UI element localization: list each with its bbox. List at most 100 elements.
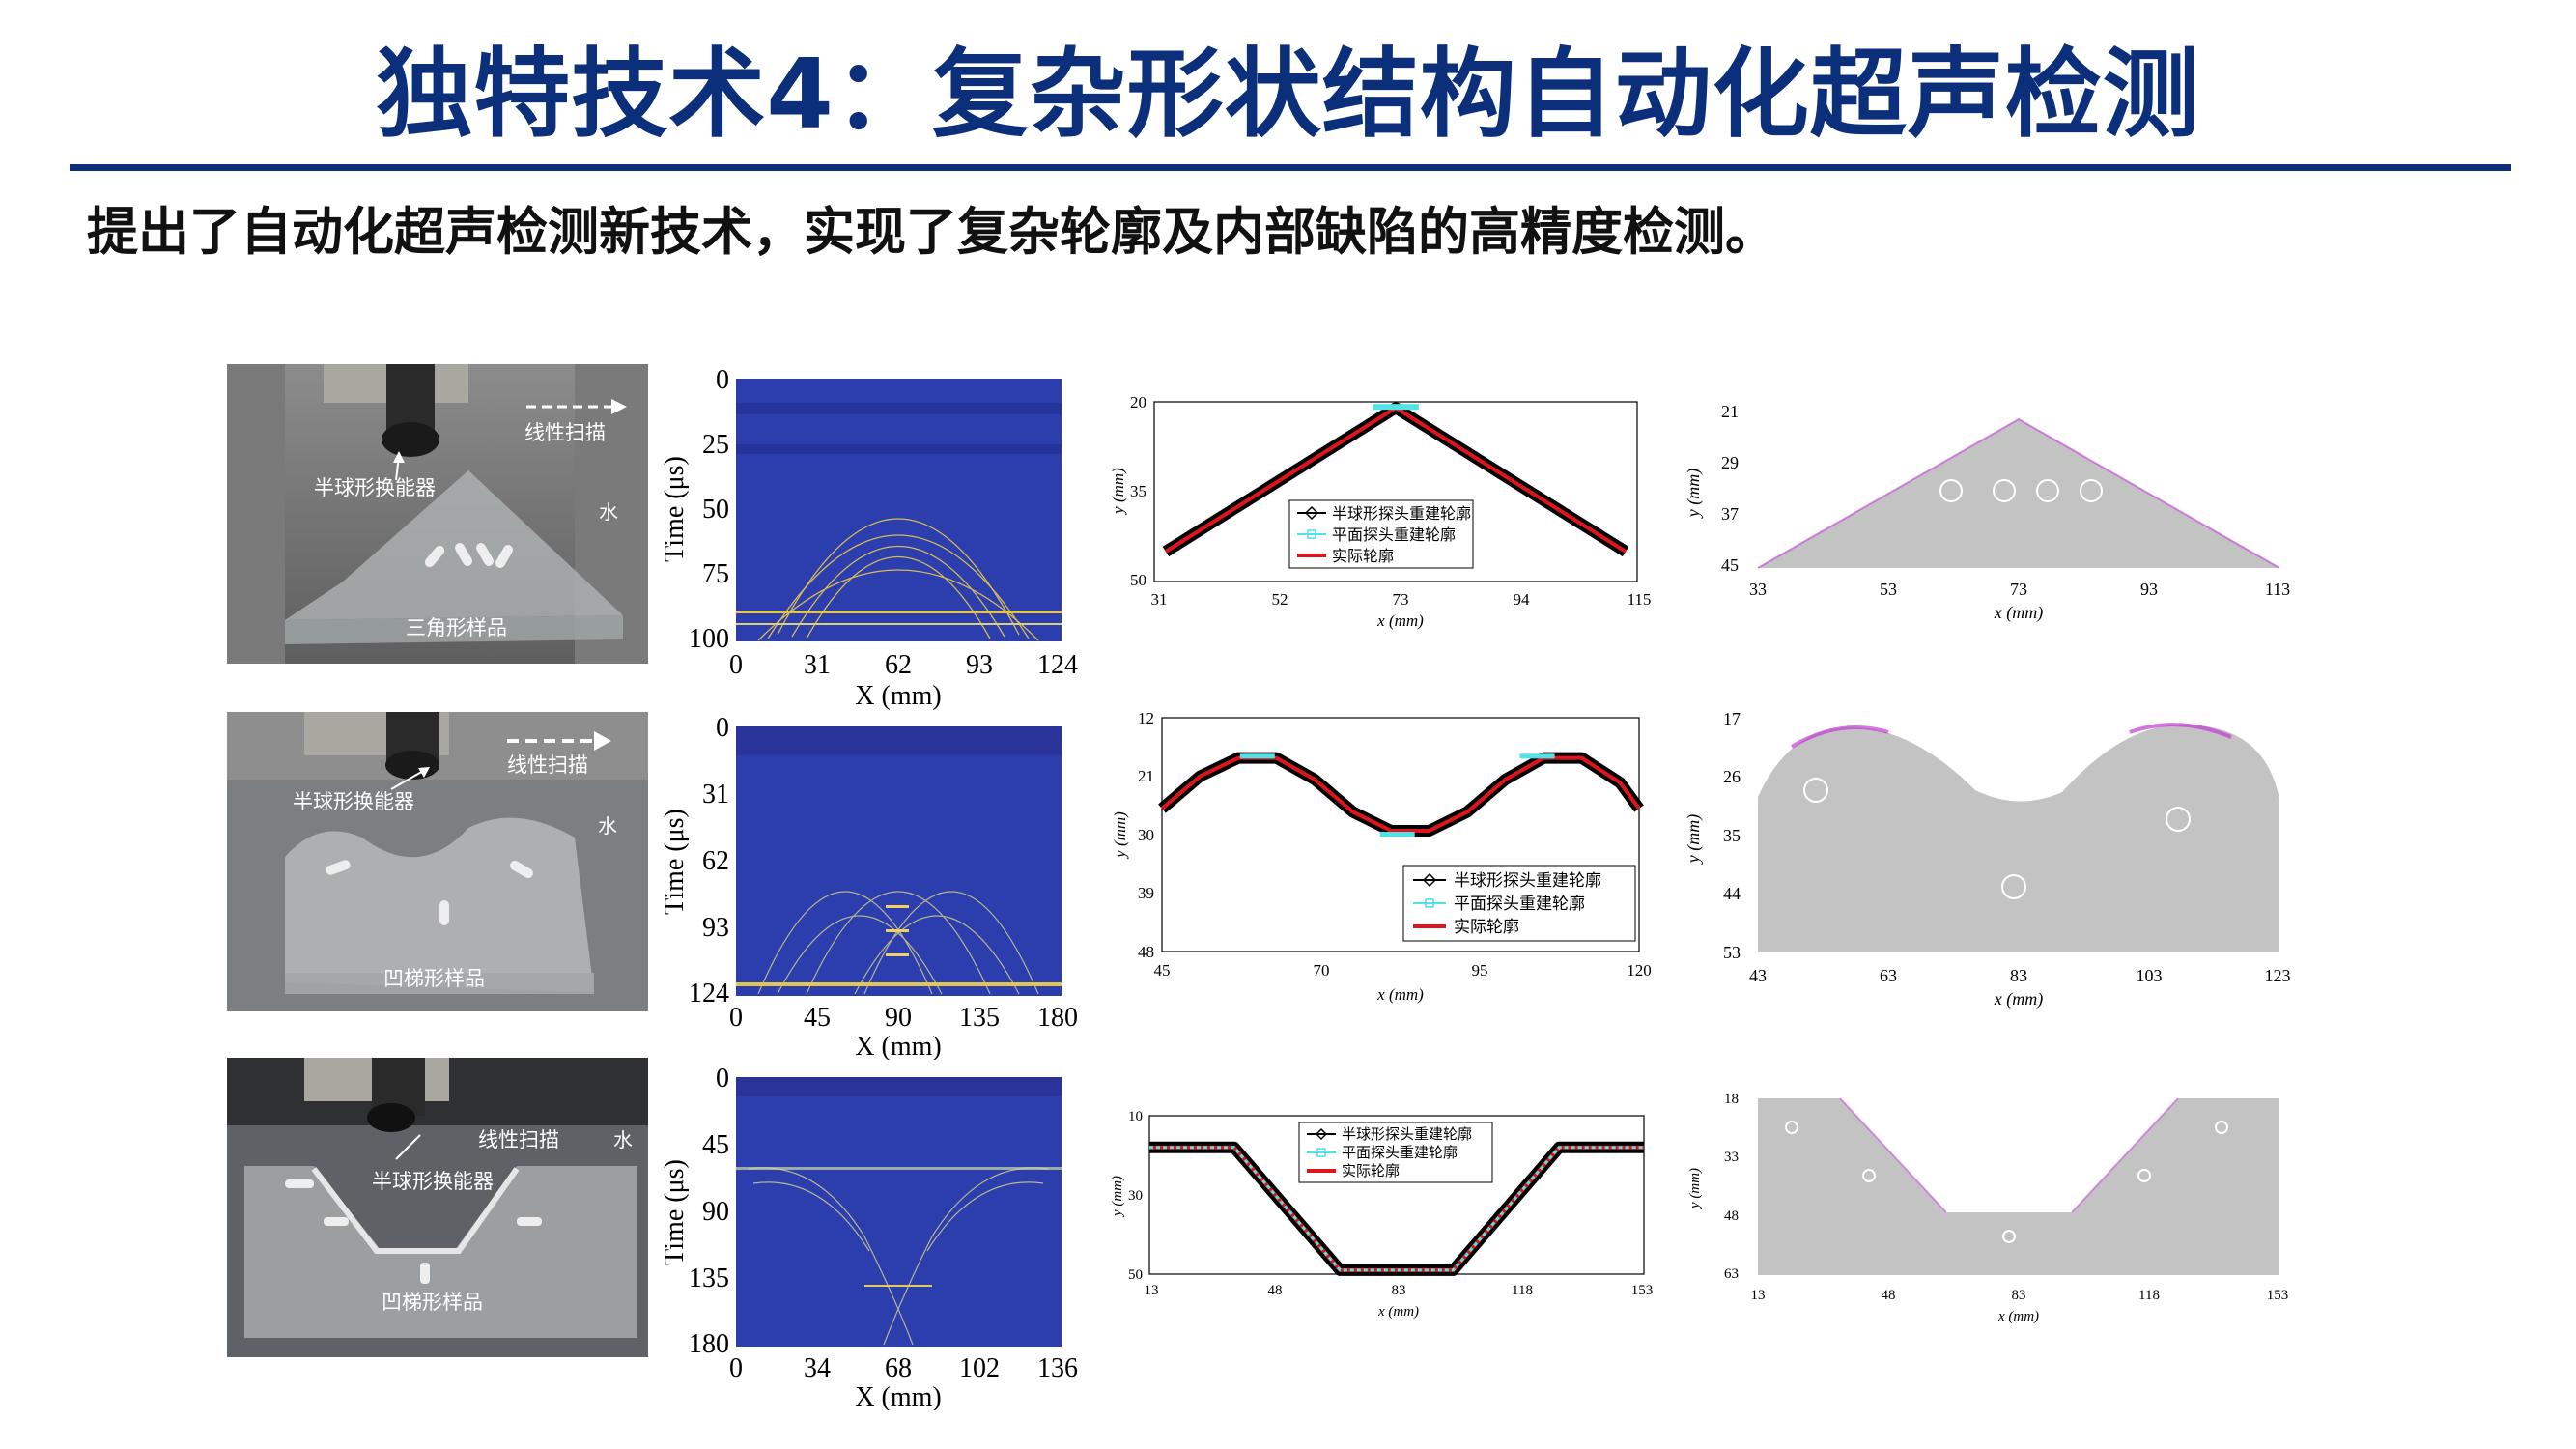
y-tick: 33 (1724, 1150, 1739, 1165)
y-tick: 124 (689, 979, 729, 1009)
y-tick: 0 (716, 1064, 729, 1094)
y-tick: 50 (1130, 571, 1146, 589)
series-mark-planar (1239, 753, 1275, 759)
y-tick: 63 (1724, 1266, 1739, 1282)
y-tick: 30 (1138, 826, 1154, 844)
sample-label: 凹梯形样品 (383, 967, 485, 990)
x-tick: 45 (1154, 961, 1171, 980)
water-label: 水 (599, 500, 618, 524)
y-tick: 20 (1130, 393, 1146, 412)
legend: 半球形探头重建轮廓 平面探头重建轮廓 实际轮廓 (1402, 865, 1636, 942)
x-tick: 180 (1037, 1003, 1078, 1033)
y-tick: 53 (1723, 943, 1741, 962)
legend-label: 半球形探头重建轮廓 (1342, 1126, 1472, 1143)
probe-label: 半球形换能器 (372, 1170, 494, 1193)
probe-label: 半球形换能器 (314, 476, 436, 499)
legend-label: 平面探头重建轮廓 (1332, 526, 1456, 544)
trapezoid-sample-photo: 线性扫描 半球形换能器 水 凹梯形样品 (227, 1058, 648, 1357)
x-tick: 135 (959, 1003, 1000, 1033)
y-tick: 50 (702, 495, 729, 525)
legend-label: 平面探头重建轮廓 (1342, 1145, 1458, 1161)
y-tick: 30 (1128, 1188, 1143, 1204)
legend-label: 实际轮廓 (1332, 548, 1394, 565)
x-tick: 43 (1749, 966, 1767, 985)
y-tick: 100 (689, 624, 729, 654)
y-tick: 0 (716, 365, 729, 395)
x-tick: 73 (2010, 580, 2027, 599)
x-tick: 48 (1882, 1288, 1896, 1303)
x-axis-label: x (mm) (1377, 1304, 1419, 1320)
x-tick: 113 (2265, 580, 2290, 599)
x-tick: 83 (1392, 1283, 1406, 1298)
x-tick: 93 (966, 650, 993, 680)
y-tick: 93 (702, 913, 729, 943)
legend-label: 实际轮廓 (1342, 1163, 1400, 1179)
y-tick: 29 (1721, 453, 1739, 472)
y-tick: 50 (1128, 1267, 1143, 1283)
legend: 半球形探头重建轮廓 平面探头重建轮廓 实际轮廓 (1288, 499, 1474, 569)
y-tick: 31 (702, 780, 729, 810)
series-mark-planar (1373, 404, 1419, 411)
y-tick: 18 (1724, 1092, 1739, 1107)
x-tick: 90 (885, 1003, 912, 1033)
y-axis-label: Time (μs) (662, 1159, 690, 1265)
x-tick: 73 (1393, 590, 1409, 609)
y-axis-label: y (mm) (1109, 468, 1127, 516)
slide-subtitle: 提出了自动化超声检测新技术，实现了复杂轮廓及内部缺陷的高精度检测。 (87, 203, 1776, 262)
x-tick: 53 (1880, 580, 1897, 599)
y-tick: 21 (1721, 402, 1739, 421)
concave-sample-photo: 线性扫描 半球形换能器 水 凹梯形样品 (227, 712, 648, 1011)
x-tick: 68 (885, 1353, 912, 1383)
y-tick: 45 (702, 1130, 729, 1160)
x-tick: 124 (1037, 650, 1078, 680)
x-tick: 33 (1749, 580, 1767, 599)
scan-label: 线性扫描 (507, 753, 588, 777)
x-tick: 83 (2012, 1288, 2026, 1303)
profile-chart-2: 12 21 30 39 48 45 70 95 120 x (mm) y (mm… (1106, 703, 1666, 1016)
x-tick: 0 (729, 1353, 743, 1383)
legend-label: 平面探头重建轮廓 (1454, 895, 1585, 913)
y-tick: 21 (1138, 767, 1154, 785)
x-tick: 115 (1628, 590, 1652, 609)
legend: 半球形探头重建轮廓 平面探头重建轮廓 实际轮廓 (1298, 1122, 1493, 1183)
x-tick: 31 (1151, 590, 1168, 609)
x-axis-label: X (mm) (855, 1382, 941, 1410)
legend-label: 半球形探头重建轮廓 (1454, 871, 1601, 890)
x-tick: 34 (804, 1353, 831, 1383)
water-label: 水 (598, 814, 617, 838)
y-tick: 48 (1138, 943, 1154, 961)
y-tick: 62 (702, 846, 729, 876)
y-tick: 180 (689, 1329, 729, 1359)
y-tick: 45 (1721, 555, 1739, 575)
x-tick: 45 (804, 1003, 831, 1033)
y-tick: 75 (702, 559, 729, 589)
x-tick: 83 (2010, 966, 2027, 985)
series-mark-planar (1379, 832, 1415, 837)
y-tick: 25 (702, 430, 729, 460)
x-axis-label: x (mm) (1994, 989, 2043, 1009)
x-tick: 52 (1272, 590, 1288, 609)
x-axis-label: X (mm) (855, 681, 941, 711)
probe-label: 半球形换能器 (293, 790, 414, 813)
x-tick: 13 (1145, 1283, 1159, 1298)
y-tick: 135 (689, 1264, 729, 1293)
x-tick: 31 (804, 650, 831, 680)
y-tick: 35 (1130, 482, 1146, 500)
y-axis-label: Time (μs) (662, 809, 690, 915)
x-axis-label: x (mm) (1994, 603, 2043, 623)
bscan-panel-2: 0 31 62 93 124 0 45 90 135 180 X (mm) Ti… (660, 712, 1087, 1064)
y-axis-label: y (mm) (1685, 814, 1704, 865)
y-tick: 39 (1138, 884, 1154, 902)
bscan-panel-3: 0 45 90 135 180 0 34 68 102 136 X (mm) T… (660, 1063, 1087, 1414)
defect-image-3: 18 33 48 63 13 48 83 118 153 x (mm) y (m… (1685, 1087, 2304, 1332)
x-tick: 153 (1631, 1283, 1654, 1298)
bscan-panel-1: 0 25 50 75 100 0 31 62 93 124 X (mm) Tim… (660, 364, 1087, 716)
x-tick: 13 (1751, 1288, 1766, 1303)
legend-label: 半球形探头重建轮廓 (1332, 505, 1471, 523)
x-axis-label: x (mm) (1376, 985, 1424, 1004)
x-tick: 0 (729, 1003, 743, 1033)
scan-label: 线性扫描 (478, 1128, 559, 1151)
x-tick: 70 (1314, 961, 1330, 980)
y-axis-label: y (mm) (1685, 469, 1704, 519)
x-tick: 123 (2265, 966, 2291, 985)
